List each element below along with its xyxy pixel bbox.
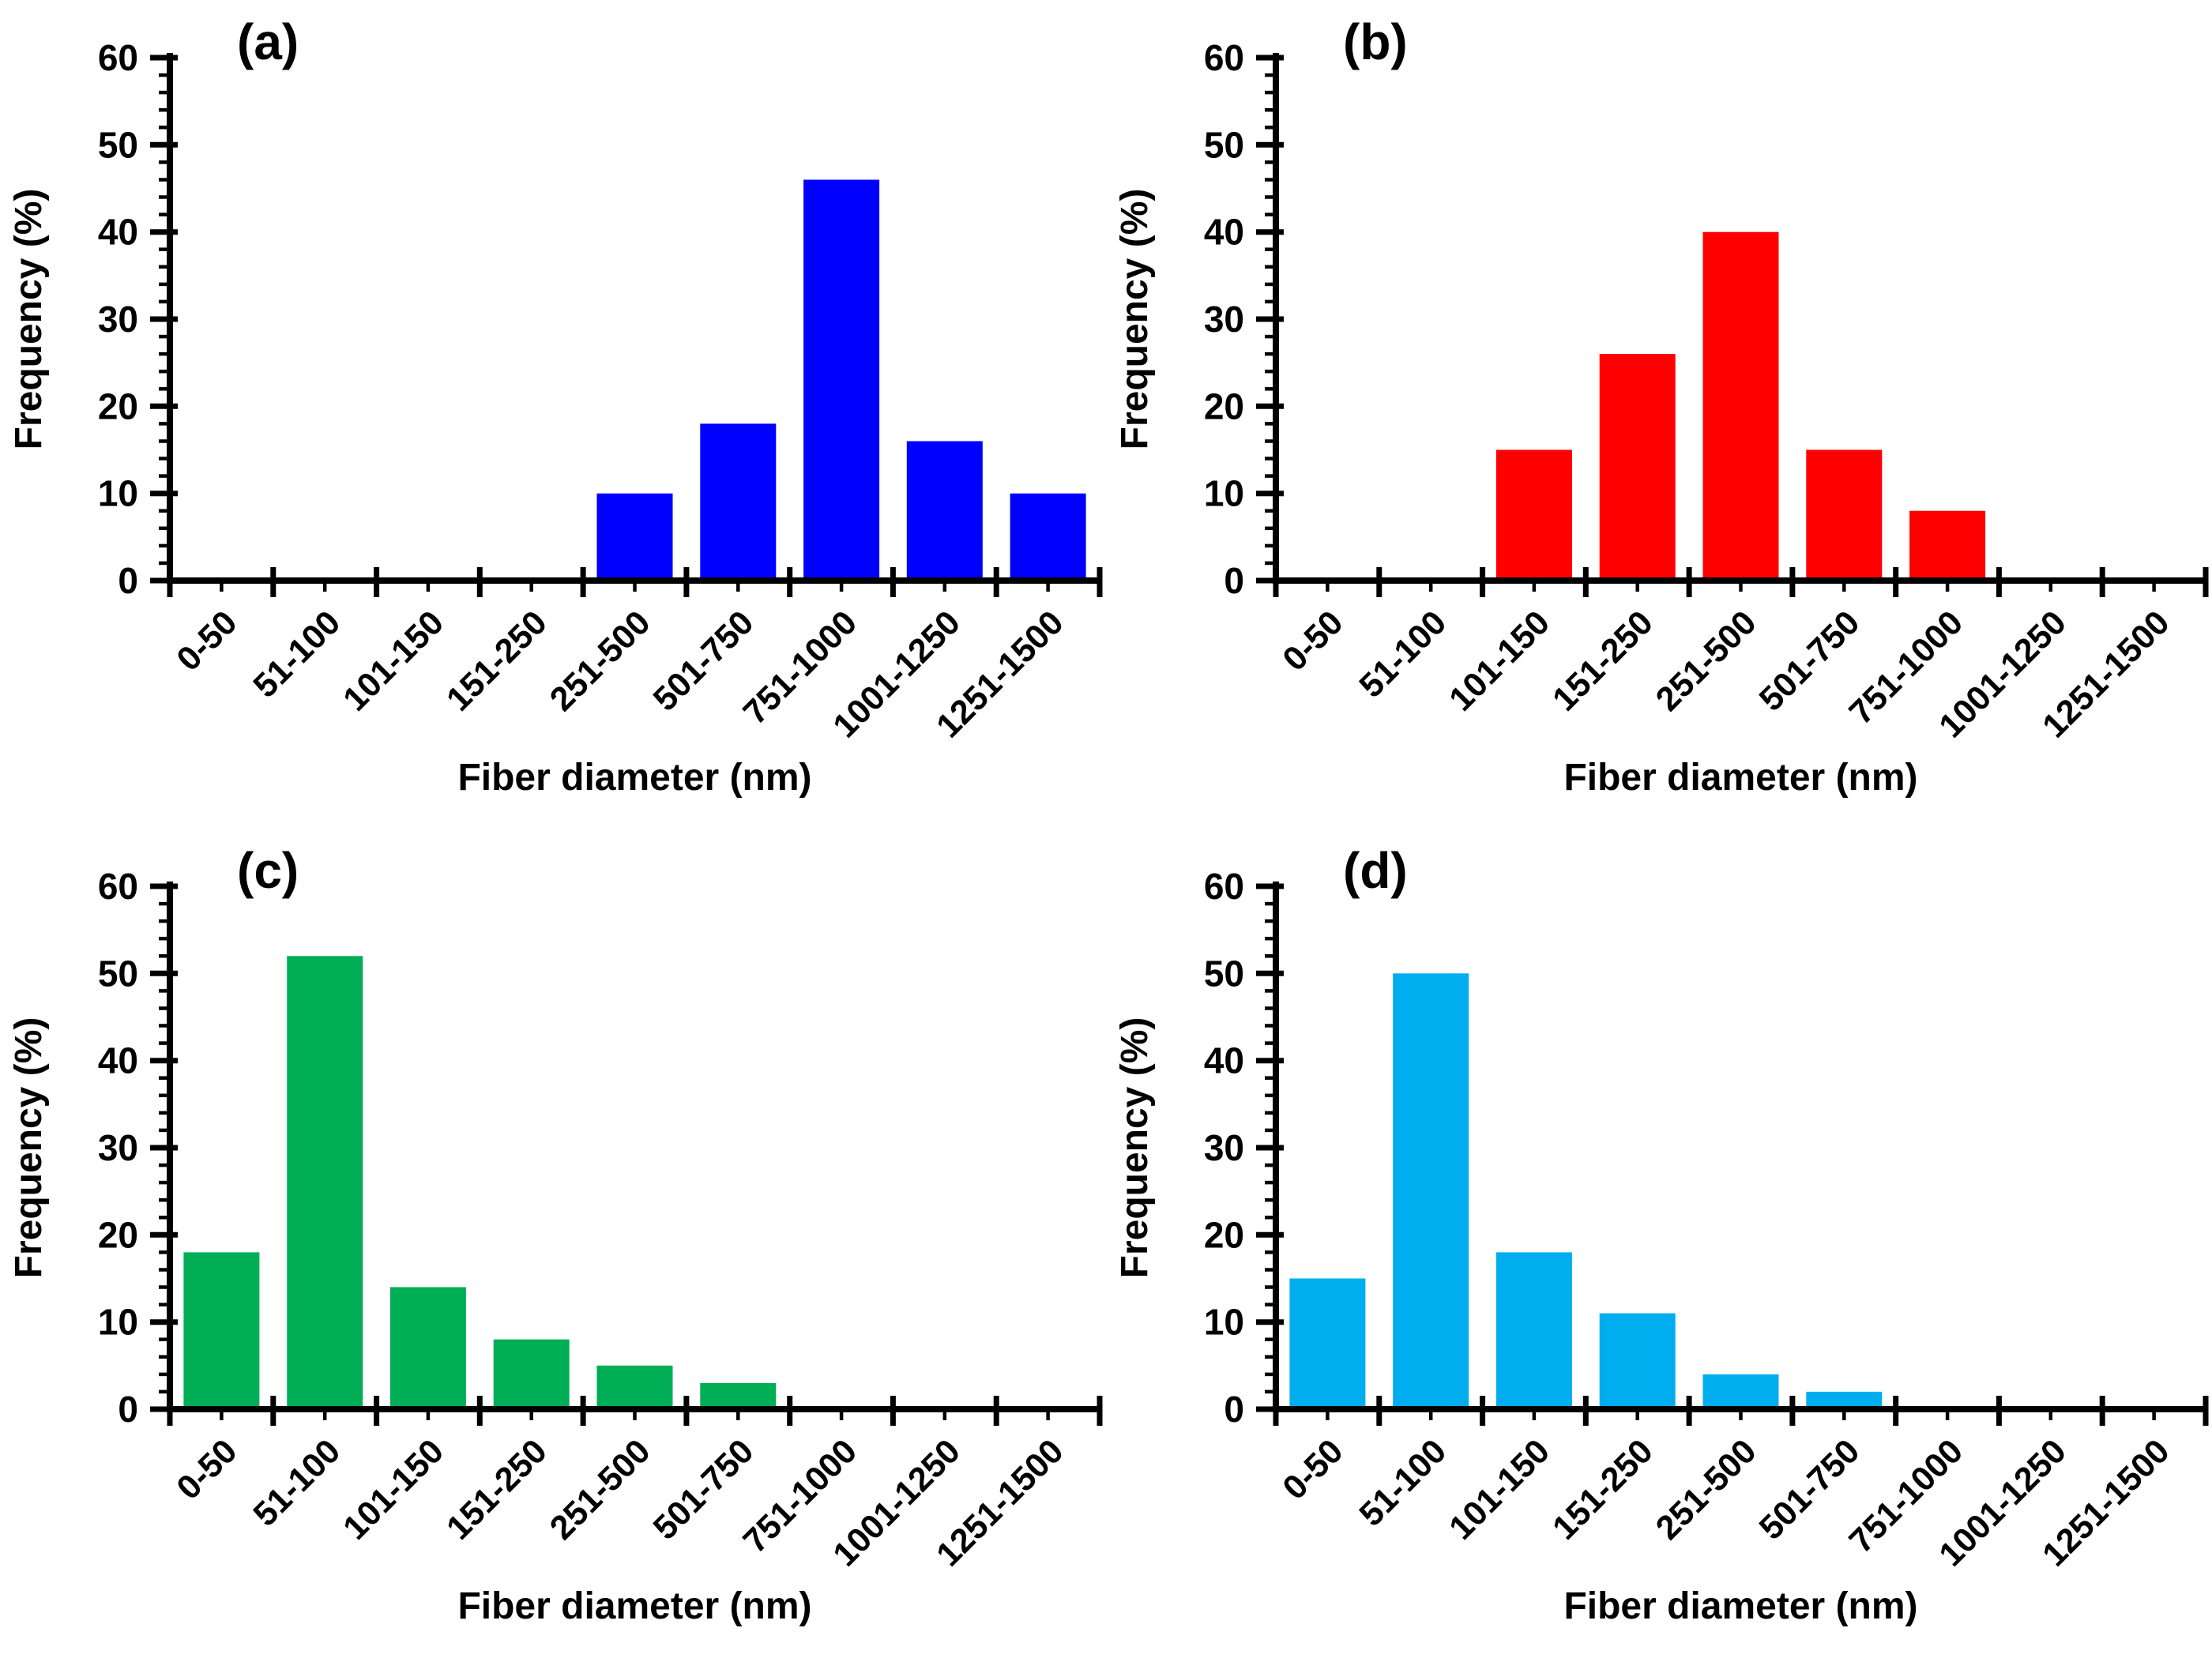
bar-151-250	[1599, 354, 1676, 581]
y-tick-label: 60	[98, 37, 138, 78]
bar-751-1000	[803, 179, 880, 581]
axis-spines	[167, 882, 1100, 1412]
histogram-chart-d: 0 10 20 30 40 50 60 0-50 51-100101-150151-250251…	[1114, 842, 2209, 1627]
bar-1001-1250	[906, 441, 983, 581]
y-tick-label: 60	[1204, 866, 1244, 907]
bar-251-500	[596, 493, 673, 581]
histogram-panel-c: 0 10 20 30 40 50 60 0-50 51-100 101-150 151-250 251…	[0, 829, 1106, 1658]
y-tick-label: 0	[1224, 560, 1244, 601]
x-tick-label: 51-100	[1352, 1432, 1454, 1534]
axis-spines	[167, 53, 1100, 584]
bar-101-150	[1495, 1252, 1572, 1409]
y-tick-label: 50	[98, 124, 138, 165]
x-tick-label: 51-100	[246, 603, 348, 705]
bar-251-500	[1702, 231, 1779, 581]
bar-0-50	[1289, 1278, 1366, 1409]
y-axis-title: Frequency (%)	[1114, 189, 1156, 450]
histogram-chart-c: 0 10 20 30 40 50 60 0-50 51-100101-150151-250251…	[8, 842, 1103, 1627]
y-tick-label: 10	[98, 473, 138, 514]
y-tick-label: 60	[1204, 37, 1244, 78]
histogram-panel-d: 0 10 20 30 40 50 60 0-50 51-100 101-150 151-250 251…	[1106, 829, 2212, 1658]
bar-751-1000	[1909, 510, 1986, 581]
histogram-chart-a: 0 10 20 30 40 50 60 0-50 51-100101-150151-250251…	[8, 13, 1103, 799]
panel-label: (c)	[237, 842, 299, 899]
y-tick-label: 0	[118, 560, 138, 601]
x-axis-title: Fiber diameter (nm)	[457, 1585, 811, 1627]
bar-1251-1500	[1010, 493, 1086, 581]
y-tick-label: 40	[98, 212, 138, 253]
panel-label: (b)	[1343, 13, 1408, 70]
bar-101-150	[1495, 449, 1572, 581]
axis-spines	[1273, 53, 2206, 584]
bar-251-500	[1702, 1374, 1779, 1409]
x-tick-label: 51-100	[1352, 603, 1454, 705]
bar-251-500	[596, 1365, 673, 1409]
y-axis-title: Frequency (%)	[8, 1017, 50, 1279]
bar-0-50	[183, 1252, 260, 1409]
x-axis-title: Fiber diameter (nm)	[1563, 757, 1917, 799]
y-axis-title: Frequency (%)	[8, 189, 50, 450]
x-tick-label: 0-50	[1276, 1432, 1351, 1507]
y-tick-label: 0	[118, 1389, 138, 1430]
x-tick-label: 151-250	[1545, 603, 1661, 719]
y-tick-label: 30	[98, 1127, 138, 1168]
x-tick-label: 151-250	[439, 603, 555, 719]
x-axis-title: Fiber diameter (nm)	[457, 757, 811, 799]
y-tick-label: 10	[1204, 1302, 1244, 1343]
y-tick-label: 20	[98, 1214, 138, 1255]
x-tick-label: 251-500	[1649, 1432, 1764, 1547]
y-tick-label: 60	[98, 866, 138, 907]
bar-101-150	[389, 1287, 466, 1409]
x-tick-label: 51-100	[246, 1432, 348, 1534]
y-tick-label: 20	[1204, 1214, 1244, 1255]
y-tick-label: 10	[1204, 473, 1244, 514]
x-tick-label: 251-500	[1649, 603, 1764, 719]
y-axis-title: Frequency (%)	[1114, 1017, 1156, 1279]
bar-51-100	[1393, 973, 1469, 1409]
x-tick-label: 0-50	[1276, 603, 1351, 679]
y-tick-label: 20	[98, 385, 138, 427]
histogram-panel-a: 0 10 20 30 40 50 60 0-50 51-100 101-150 151-250 251…	[0, 0, 1106, 829]
x-tick-label: 151-250	[439, 1432, 555, 1547]
bar-501-750	[1806, 449, 1883, 581]
axis-spines	[1273, 882, 2206, 1412]
y-tick-label: 40	[98, 1040, 138, 1081]
x-tick-label: 0-50	[170, 603, 245, 679]
panel-label: (a)	[237, 13, 299, 70]
y-tick-label: 0	[1224, 1389, 1244, 1430]
y-tick-label: 40	[1204, 212, 1244, 253]
bar-151-250	[493, 1339, 570, 1409]
x-tick-label: 101-150	[336, 1432, 451, 1547]
bar-501-750	[700, 1382, 777, 1409]
bar-501-750	[1806, 1391, 1883, 1409]
panel-label: (d)	[1343, 842, 1408, 899]
x-tick-label: 251-500	[543, 603, 658, 719]
y-tick-label: 20	[1204, 385, 1244, 427]
bar-501-750	[700, 423, 777, 581]
bar-51-100	[287, 956, 363, 1409]
y-tick-label: 30	[1204, 1127, 1244, 1168]
x-tick-label: 251-500	[543, 1432, 658, 1547]
y-tick-label: 10	[98, 1302, 138, 1343]
x-axis-title: Fiber diameter (nm)	[1563, 1585, 1917, 1627]
bar-151-250	[1599, 1313, 1676, 1409]
x-tick-label: 151-250	[1545, 1432, 1661, 1547]
y-tick-label: 40	[1204, 1040, 1244, 1081]
histogram-chart-b: 0 10 20 30 40 50 60 0-50 51-100101-150151-250251…	[1114, 13, 2209, 799]
y-tick-label: 50	[98, 953, 138, 994]
y-tick-label: 50	[1204, 124, 1244, 165]
x-tick-label: 0-50	[170, 1432, 245, 1507]
y-tick-label: 50	[1204, 953, 1244, 994]
y-tick-label: 30	[98, 299, 138, 340]
x-tick-label: 101-150	[336, 603, 451, 719]
y-tick-label: 30	[1204, 299, 1244, 340]
histogram-panel-b: 0 10 20 30 40 50 60 0-50 51-100 101-150 151-250 251…	[1106, 0, 2212, 829]
x-tick-label: 101-150	[1442, 1432, 1557, 1547]
x-tick-label: 101-150	[1442, 603, 1557, 719]
